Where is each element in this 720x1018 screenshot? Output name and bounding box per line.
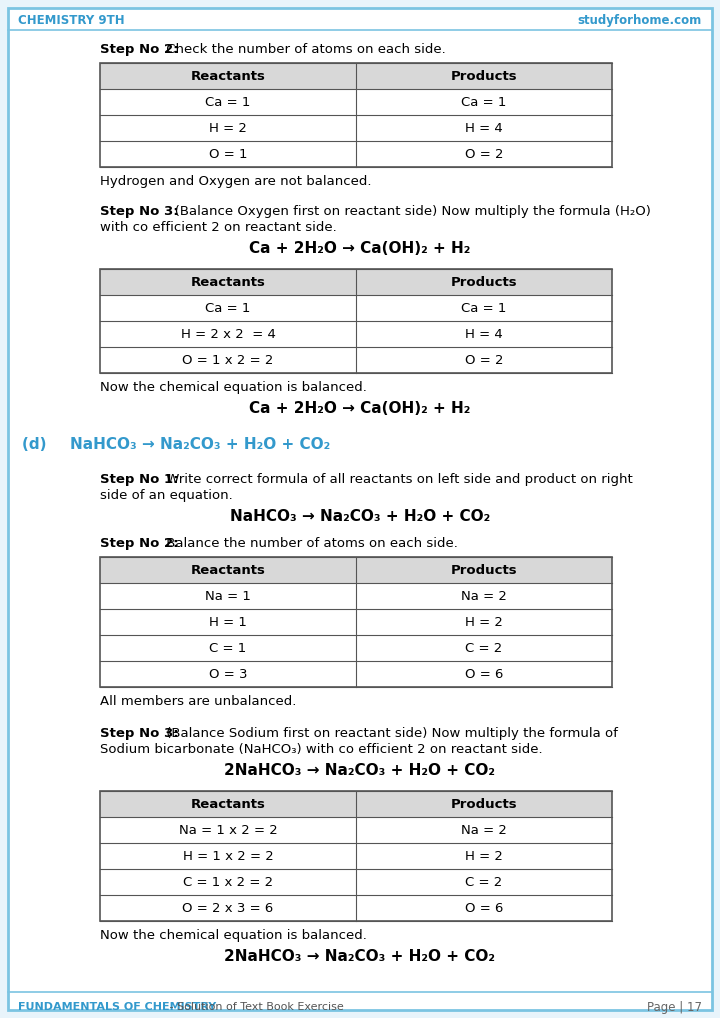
Text: O = 6: O = 6 — [465, 902, 503, 914]
Bar — [100, 269, 612, 295]
Text: Hydrogen and Oxygen are not balanced.: Hydrogen and Oxygen are not balanced. — [100, 175, 372, 188]
Bar — [100, 63, 612, 89]
Text: O = 2: O = 2 — [464, 353, 503, 366]
Text: C = 1: C = 1 — [210, 641, 247, 655]
Text: Ca = 1: Ca = 1 — [205, 301, 251, 315]
Text: Products: Products — [451, 276, 517, 288]
Text: (d): (d) — [22, 437, 62, 452]
Text: Step No 1:: Step No 1: — [100, 473, 179, 486]
Text: side of an equation.: side of an equation. — [100, 489, 233, 502]
Text: H = 4: H = 4 — [465, 328, 503, 340]
Text: Sodium bicarbonate (NaHCO₃) with co efficient 2 on reactant side.: Sodium bicarbonate (NaHCO₃) with co effi… — [100, 743, 543, 756]
Text: (Balance Sodium first on reactant side) Now multiply the formula of: (Balance Sodium first on reactant side) … — [162, 727, 618, 740]
Text: Balance the number of atoms on each side.: Balance the number of atoms on each side… — [162, 538, 458, 550]
Text: Step No 2:: Step No 2: — [100, 538, 179, 550]
Text: H = 2: H = 2 — [465, 849, 503, 862]
Text: Step No 3:: Step No 3: — [100, 205, 179, 218]
Text: O = 3: O = 3 — [209, 668, 247, 680]
Bar — [100, 557, 612, 687]
Text: 2NaHCO₃ → Na₂CO₃ + H₂O + CO₂: 2NaHCO₃ → Na₂CO₃ + H₂O + CO₂ — [225, 949, 495, 964]
Text: 2NaHCO₃ → Na₂CO₃ + H₂O + CO₂: 2NaHCO₃ → Na₂CO₃ + H₂O + CO₂ — [225, 764, 495, 778]
Text: Na = 1 x 2 = 2: Na = 1 x 2 = 2 — [179, 824, 277, 837]
Text: Ca + 2H₂O → Ca(OH)₂ + H₂: Ca + 2H₂O → Ca(OH)₂ + H₂ — [249, 241, 471, 256]
Text: All members are unbalanced.: All members are unbalanced. — [100, 695, 297, 708]
Text: Ca = 1: Ca = 1 — [205, 96, 251, 109]
Text: Write correct formula of all reactants on left side and product on right: Write correct formula of all reactants o… — [162, 473, 633, 486]
Text: Step No 2:: Step No 2: — [100, 43, 179, 56]
Text: FUNDAMENTALS OF CHEMISTRY: FUNDAMENTALS OF CHEMISTRY — [18, 1002, 216, 1012]
Text: Products: Products — [451, 797, 517, 810]
Text: O = 2: O = 2 — [464, 148, 503, 161]
Text: Reactants: Reactants — [191, 797, 266, 810]
Text: Page | 17: Page | 17 — [647, 1001, 702, 1014]
Text: Ca = 1: Ca = 1 — [462, 301, 507, 315]
Text: H = 1 x 2 = 2: H = 1 x 2 = 2 — [183, 849, 274, 862]
Text: C = 2: C = 2 — [465, 641, 503, 655]
Bar — [100, 791, 612, 921]
Text: H = 2: H = 2 — [465, 616, 503, 628]
Text: O = 1: O = 1 — [209, 148, 247, 161]
Bar — [100, 791, 612, 921]
Text: Reactants: Reactants — [191, 564, 266, 576]
Text: C = 1 x 2 = 2: C = 1 x 2 = 2 — [183, 875, 273, 889]
Text: H = 2: H = 2 — [209, 121, 247, 134]
Bar — [100, 557, 612, 687]
Text: Now the chemical equation is balanced.: Now the chemical equation is balanced. — [100, 381, 367, 394]
Text: Na = 1: Na = 1 — [205, 589, 251, 603]
Text: H = 1: H = 1 — [209, 616, 247, 628]
Text: Ca = 1: Ca = 1 — [462, 96, 507, 109]
Bar — [100, 63, 612, 167]
Bar — [100, 63, 612, 167]
Text: Now the chemical equation is balanced.: Now the chemical equation is balanced. — [100, 929, 367, 942]
Text: Reactants: Reactants — [191, 69, 266, 82]
Text: Products: Products — [451, 564, 517, 576]
Text: CHEMISTRY 9TH: CHEMISTRY 9TH — [18, 13, 125, 26]
Text: H = 2 x 2  = 4: H = 2 x 2 = 4 — [181, 328, 276, 340]
Text: Check the number of atoms on each side.: Check the number of atoms on each side. — [162, 43, 446, 56]
Text: studyforhome.com: studyforhome.com — [577, 13, 702, 26]
Text: Ca + 2H₂O → Ca(OH)₂ + H₂: Ca + 2H₂O → Ca(OH)₂ + H₂ — [249, 401, 471, 416]
Text: - Solution of Text Book Exercise: - Solution of Text Book Exercise — [166, 1002, 343, 1012]
Text: Na = 2: Na = 2 — [461, 589, 507, 603]
Text: Reactants: Reactants — [191, 276, 266, 288]
Text: Step No 3:: Step No 3: — [100, 727, 179, 740]
Bar — [100, 557, 612, 583]
Text: C = 2: C = 2 — [465, 875, 503, 889]
Text: NaHCO₃ → Na₂CO₃ + H₂O + CO₂: NaHCO₃ → Na₂CO₃ + H₂O + CO₂ — [230, 509, 490, 524]
Text: O = 6: O = 6 — [465, 668, 503, 680]
Text: NaHCO₃ → Na₂CO₃ + H₂O + CO₂: NaHCO₃ → Na₂CO₃ + H₂O + CO₂ — [70, 437, 330, 452]
Bar — [100, 269, 612, 373]
Text: (Balance Oxygen first on reactant side) Now multiply the formula (H₂O): (Balance Oxygen first on reactant side) … — [162, 205, 651, 218]
Text: with co efficient 2 on reactant side.: with co efficient 2 on reactant side. — [100, 221, 337, 234]
Text: Products: Products — [451, 69, 517, 82]
Bar — [100, 791, 612, 817]
Text: O = 1 x 2 = 2: O = 1 x 2 = 2 — [182, 353, 274, 366]
Bar — [100, 269, 612, 373]
Text: Na = 2: Na = 2 — [461, 824, 507, 837]
Text: O = 2 x 3 = 6: O = 2 x 3 = 6 — [182, 902, 274, 914]
Text: H = 4: H = 4 — [465, 121, 503, 134]
